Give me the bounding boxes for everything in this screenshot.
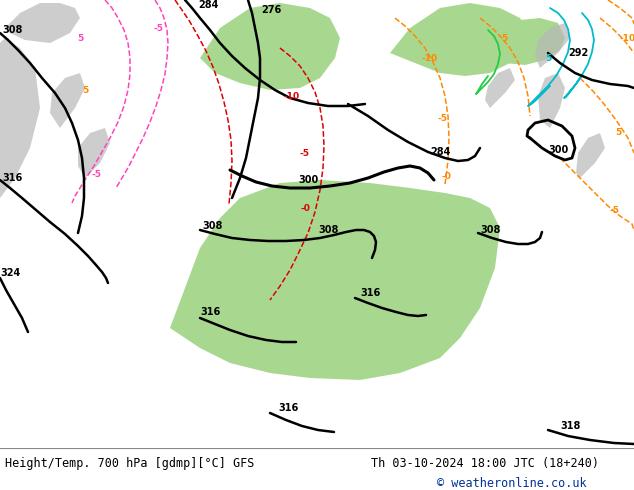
Text: 324: 324 [0, 268, 20, 278]
Text: 308: 308 [202, 221, 223, 231]
Text: 5: 5 [545, 53, 551, 63]
Text: -10: -10 [284, 92, 300, 100]
Text: -0: -0 [441, 172, 451, 180]
Text: 308: 308 [480, 225, 500, 235]
Text: 308: 308 [318, 225, 339, 235]
Text: 316: 316 [278, 403, 298, 413]
Text: © weatheronline.co.uk: © weatheronline.co.uk [437, 477, 587, 490]
Text: 5: 5 [501, 33, 507, 43]
Text: -5: -5 [91, 170, 101, 178]
Text: -5: -5 [437, 114, 447, 122]
Polygon shape [538, 73, 565, 128]
Text: 276: 276 [261, 5, 281, 15]
Text: 318: 318 [560, 421, 580, 431]
Text: 284: 284 [430, 147, 450, 157]
Polygon shape [485, 68, 515, 108]
Polygon shape [490, 18, 565, 65]
Text: 308: 308 [2, 25, 22, 35]
Text: -5: -5 [153, 24, 163, 32]
Text: 300: 300 [548, 145, 568, 155]
Text: -10: -10 [620, 33, 634, 43]
Text: -5: -5 [299, 148, 309, 157]
Text: 284: 284 [198, 0, 218, 10]
Polygon shape [576, 133, 605, 178]
Text: Height/Temp. 700 hPa [gdmp][°C] GFS: Height/Temp. 700 hPa [gdmp][°C] GFS [5, 458, 254, 470]
Text: 300: 300 [298, 175, 318, 185]
Text: 5: 5 [615, 127, 621, 137]
Polygon shape [50, 73, 85, 128]
Text: -0: -0 [300, 203, 310, 213]
Polygon shape [78, 128, 110, 178]
Text: Th 03-10-2024 18:00 JTC (18+240): Th 03-10-2024 18:00 JTC (18+240) [371, 458, 599, 470]
Text: 316: 316 [2, 173, 22, 183]
Text: 316: 316 [360, 288, 380, 298]
Polygon shape [0, 38, 40, 198]
Polygon shape [200, 3, 340, 90]
Polygon shape [390, 3, 530, 76]
Text: -5: -5 [609, 205, 619, 215]
Text: -10: -10 [422, 53, 438, 63]
Text: 5: 5 [82, 85, 88, 95]
Polygon shape [535, 23, 570, 68]
Text: 5: 5 [77, 33, 83, 43]
Polygon shape [5, 3, 80, 43]
Polygon shape [170, 180, 500, 380]
Text: 316: 316 [200, 307, 220, 317]
Text: 292: 292 [568, 48, 588, 58]
